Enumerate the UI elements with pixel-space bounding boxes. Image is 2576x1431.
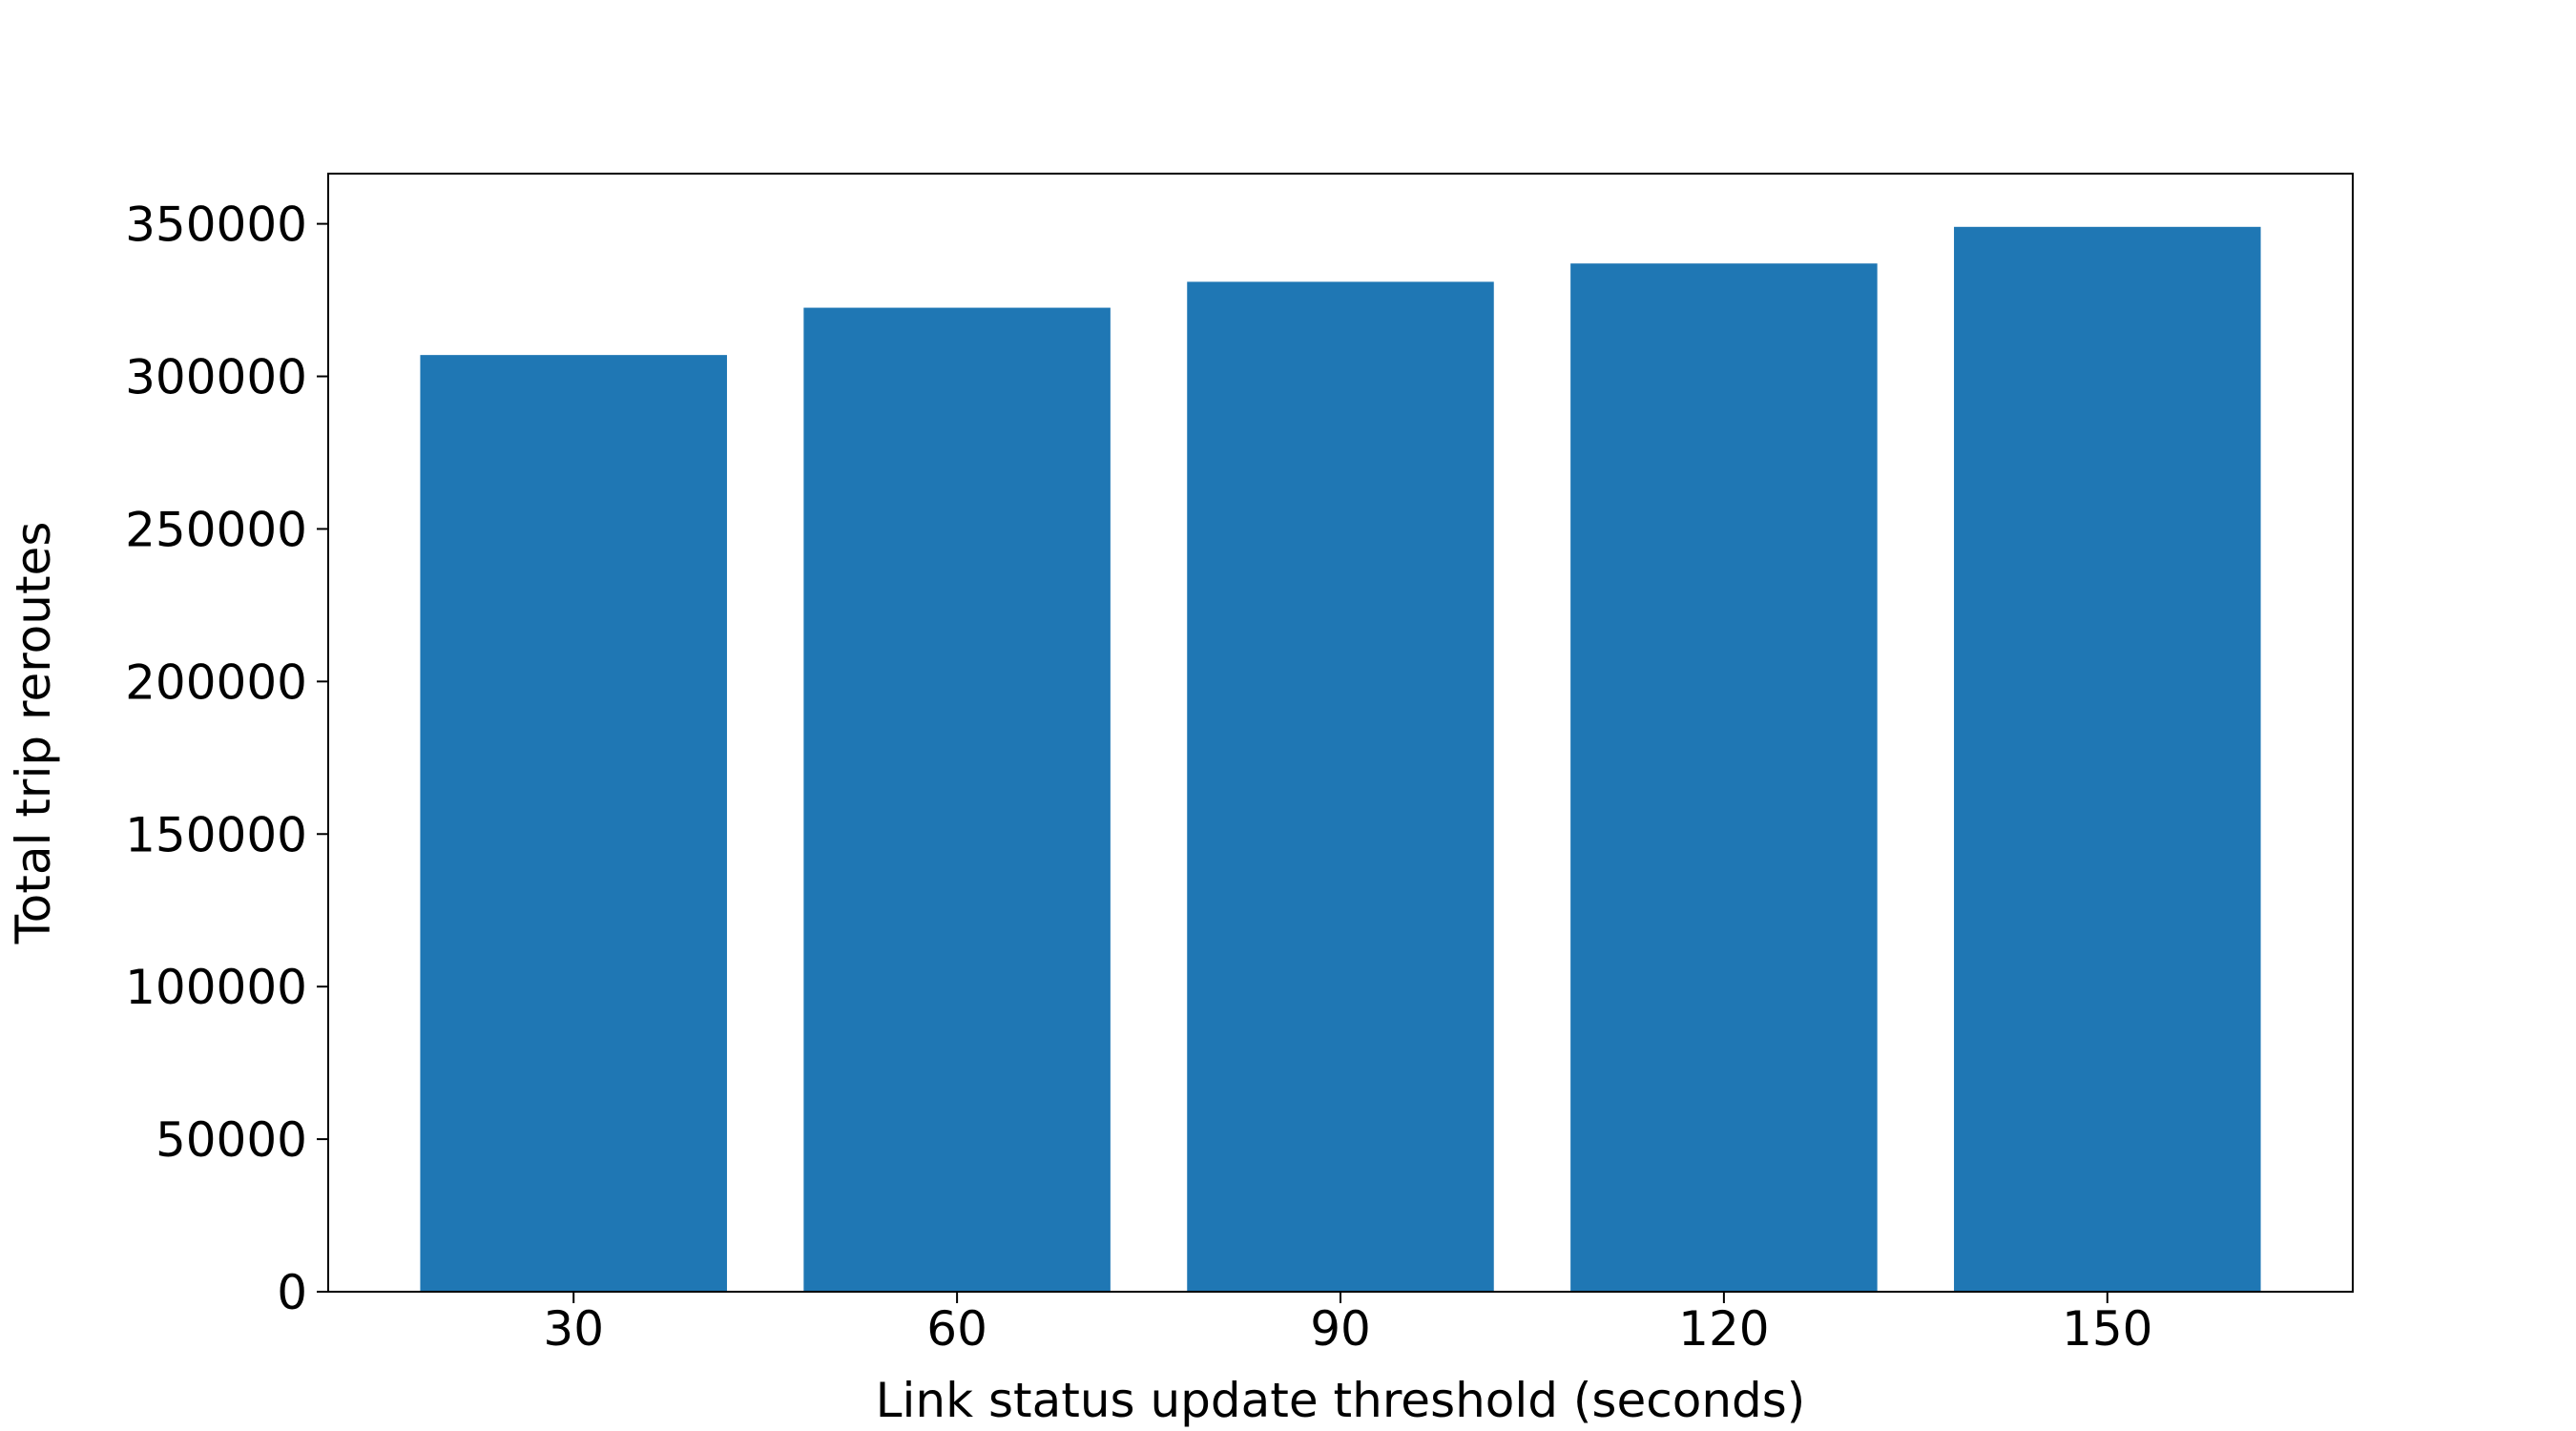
y-tick-label: 350000	[125, 197, 307, 253]
y-axis-label: Total trip reroutes	[6, 522, 61, 945]
x-tick-label: 90	[1310, 1301, 1371, 1357]
y-tick-label: 50000	[156, 1112, 307, 1168]
bar	[803, 307, 1111, 1292]
x-axis-label: Link status update threshold (seconds)	[876, 1373, 1806, 1428]
x-tick-label: 120	[1678, 1301, 1769, 1357]
y-tick-label: 100000	[125, 960, 307, 1015]
x-tick-label: 30	[543, 1301, 604, 1357]
bar	[1570, 263, 1878, 1292]
plot-frame	[327, 173, 2354, 1293]
x-tick-label: 150	[2062, 1301, 2152, 1357]
y-tick-label: 300000	[125, 350, 307, 405]
y-tick-label: 200000	[125, 654, 307, 710]
y-tick-label: 150000	[125, 807, 307, 862]
y-tick-label: 250000	[125, 502, 307, 557]
x-tick-label: 60	[926, 1301, 987, 1357]
bar	[1187, 281, 1494, 1293]
bar	[420, 355, 727, 1292]
bar	[1954, 226, 2261, 1292]
y-tick-label: 0	[277, 1265, 307, 1320]
